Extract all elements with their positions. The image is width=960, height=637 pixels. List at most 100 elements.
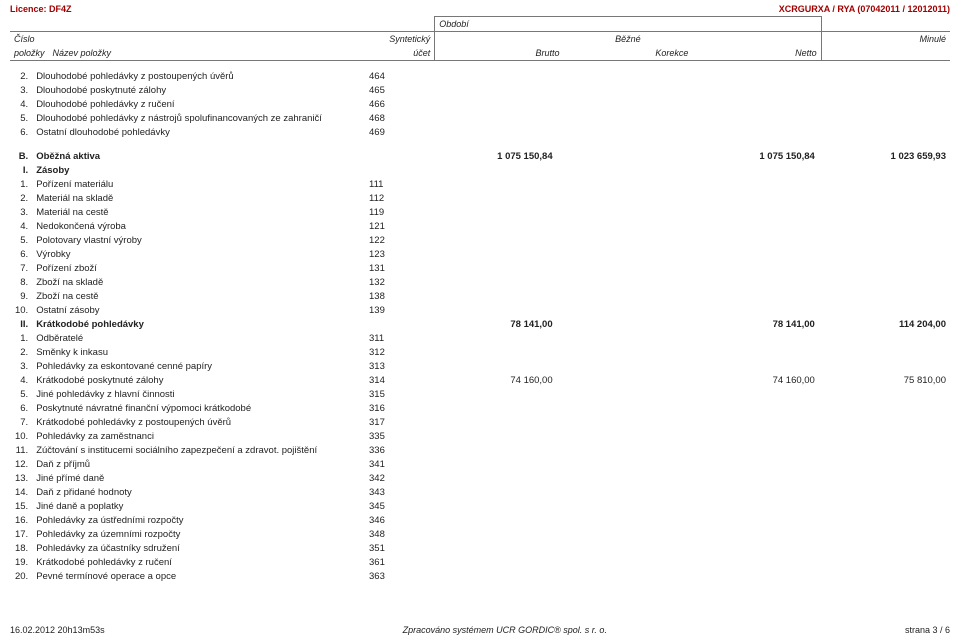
row-minule [819,345,950,359]
row-minule: 75 810,00 [819,373,950,387]
table-row: 3.Materiál na cestě119 [10,205,950,219]
row-korekce [557,387,688,401]
row-netto [688,499,819,513]
row-number: 10. [10,303,32,317]
row-account: 111 [365,177,426,191]
row-netto [688,415,819,429]
row-netto [688,163,819,177]
row-korekce [557,415,688,429]
row-minule [819,429,950,443]
table-row: 9.Zboží na cestě138 [10,289,950,303]
row-name: Daň z přidané hodnoty [32,485,365,499]
table-row: 5.Dlouhodobé pohledávky z nástrojů spolu… [10,111,950,125]
footer: 16.02.2012 20h13m53s Zpracováno systémem… [10,625,950,635]
row-korekce [557,111,688,125]
row-minule [819,163,950,177]
row-brutto [426,83,557,97]
row-number: 4. [10,97,32,111]
row-minule [819,177,950,191]
row-korekce [557,527,688,541]
row-name: Pořízení zboží [32,261,365,275]
row-number: 3. [10,205,32,219]
row-account: 466 [365,97,426,111]
hdr-ucet: účet [375,46,435,61]
row-account: 312 [365,345,426,359]
row-number: 16. [10,513,32,527]
row-minule [819,69,950,83]
row-korekce [557,555,688,569]
row-name: Dlouhodobé pohledávky z nástrojů spolufi… [32,111,365,125]
table-row: 2.Směnky k inkasu312 [10,345,950,359]
row-netto [688,471,819,485]
row-account [365,149,426,163]
row-minule: 1 023 659,93 [819,149,950,163]
row-minule [819,569,950,583]
row-number: 6. [10,401,32,415]
row-brutto [426,125,557,139]
row-netto [688,177,819,191]
row-number: 6. [10,247,32,261]
row-number: 5. [10,387,32,401]
row-name: Ostatní zásoby [32,303,365,317]
row-korekce [557,149,688,163]
row-name: Pevné termínové operace a opce [32,569,365,583]
row-number: 20. [10,569,32,583]
column-header: Období Číslo Syntetický Běžné Minulé pol… [10,16,950,61]
row-brutto [426,177,557,191]
row-account: 313 [365,359,426,373]
period-label: Období [435,17,821,32]
row-minule [819,415,950,429]
row-minule [819,485,950,499]
row-name: Polotovary vlastní výroby [32,233,365,247]
row-netto [688,331,819,345]
row-brutto [426,527,557,541]
row-name: Krátkodobé pohledávky [32,317,365,331]
row-korekce [557,443,688,457]
row-number: 1. [10,177,32,191]
row-minule [819,471,950,485]
row-account: 465 [365,83,426,97]
row-account [365,163,426,177]
row-korekce [557,499,688,513]
row-number: 6. [10,125,32,139]
row-name: Materiál na cestě [32,205,365,219]
table-row: 4.Krátkodobé poskytnuté zálohy31474 160,… [10,373,950,387]
row-account: 363 [365,569,426,583]
row-minule [819,555,950,569]
table-row: 5.Polotovary vlastní výroby122 [10,233,950,247]
row-account: 351 [365,541,426,555]
table-row: 18.Pohledávky za účastníky sdružení351 [10,541,950,555]
top-bar: Licence: DF4Z XCRGURXA / RYA (07042011 /… [10,4,950,14]
row-number: 14. [10,485,32,499]
row-netto [688,401,819,415]
row-minule [819,275,950,289]
row-number: 13. [10,471,32,485]
footer-timestamp: 16.02.2012 20h13m53s [10,625,105,635]
row-account: 342 [365,471,426,485]
row-netto: 78 141,00 [688,317,819,331]
table-row: 20.Pevné termínové operace a opce363 [10,569,950,583]
row-korekce [557,471,688,485]
row-brutto [426,163,557,177]
row-name: Dlouhodobé pohledávky z ručení [32,97,365,111]
row-minule [819,233,950,247]
row-minule [819,247,950,261]
table-row: 4.Dlouhodobé pohledávky z ručení466 [10,97,950,111]
row-account: 468 [365,111,426,125]
row-account: 112 [365,191,426,205]
row-brutto [426,219,557,233]
row-account: 341 [365,457,426,471]
row-number: 5. [10,233,32,247]
hdr-cislo: Číslo [10,32,375,47]
row-korekce [557,219,688,233]
row-number: B. [10,149,32,163]
row-netto [688,247,819,261]
row-name: Daň z příjmů [32,457,365,471]
row-netto [688,541,819,555]
row-netto [688,97,819,111]
table-row: 15.Jiné daně a poplatky345 [10,499,950,513]
row-brutto [426,331,557,345]
row-brutto: 1 075 150,84 [426,149,557,163]
row-brutto [426,401,557,415]
row-account: 122 [365,233,426,247]
